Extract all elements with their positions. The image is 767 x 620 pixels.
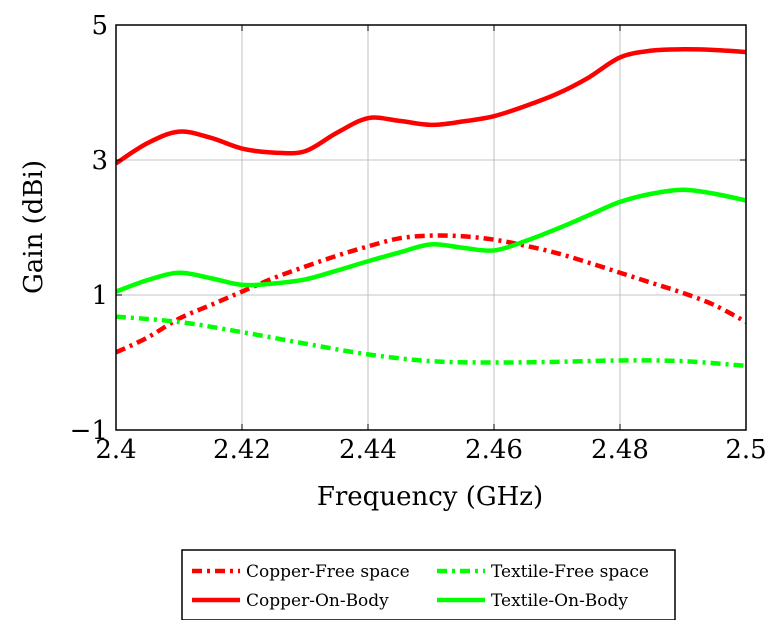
series-line-copper-on-body bbox=[116, 47, 746, 166]
x-tick-label: 2.46 bbox=[465, 435, 523, 465]
x-tick-label: 2.48 bbox=[591, 435, 649, 465]
plot-frame bbox=[115, 24, 747, 431]
grid bbox=[115, 24, 747, 431]
x-tick-label: 2.4 bbox=[95, 435, 136, 465]
y-tick-label: −1 bbox=[70, 416, 108, 446]
legend-label: Textile-Free space bbox=[491, 562, 649, 582]
legend-label: Copper-On-Body bbox=[246, 591, 389, 611]
legend-label: Copper-Free space bbox=[246, 562, 410, 582]
y-tick-label: 1 bbox=[91, 281, 108, 311]
x-tick-label: 2.42 bbox=[213, 435, 271, 465]
series-lines bbox=[116, 47, 746, 369]
y-axis-label: Gain (dBi) bbox=[19, 160, 49, 294]
x-axis-label: Frequency (GHz) bbox=[317, 482, 543, 512]
y-tick-label: 5 bbox=[91, 11, 108, 41]
legend-label: Textile-On-Body bbox=[491, 591, 628, 611]
legend-box bbox=[181, 549, 676, 620]
x-tick-label: 2.44 bbox=[339, 435, 397, 465]
y-tick-label: 3 bbox=[91, 146, 108, 176]
series-line-textile-on-body bbox=[116, 187, 746, 294]
series-line-copper-free-space bbox=[116, 233, 746, 355]
series-line-textile-free-space bbox=[116, 314, 746, 369]
x-tick-label: 2.5 bbox=[725, 435, 766, 465]
legend: Copper-Free space Textile-Free space Coppe… bbox=[181, 549, 676, 620]
tick-labels: 2.4 2.42 2.44 2.46 2.48 2.5 −1 1 3 5 bbox=[70, 11, 767, 465]
